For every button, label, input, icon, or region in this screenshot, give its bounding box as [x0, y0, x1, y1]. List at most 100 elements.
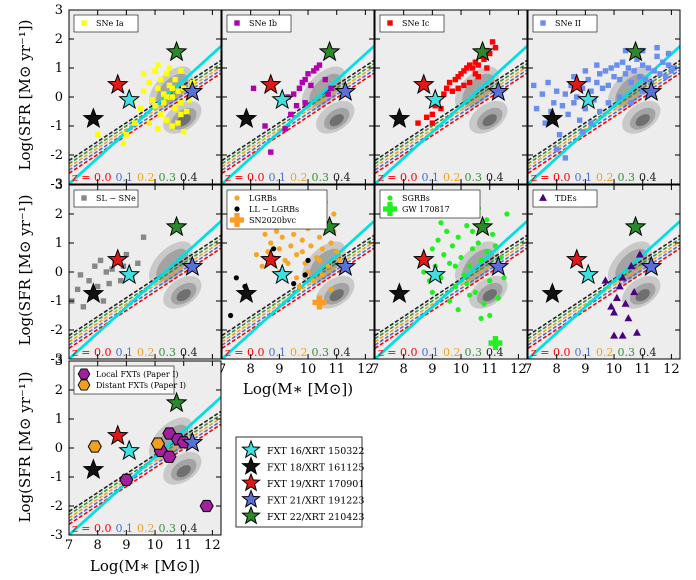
data-point	[562, 91, 568, 97]
series-local-fxts-paper-i-	[119, 427, 214, 513]
data-point	[441, 252, 447, 258]
fxt-star	[487, 255, 510, 277]
data-point	[449, 88, 456, 94]
fxt-star	[118, 88, 141, 110]
data-point	[305, 257, 311, 263]
panel-ia: SNe Ia z = 0.0 0.1 0.2 0.3 0.4 -3 -2 -1 0 1 2 3	[50, 3, 222, 192]
fxt-legend: FXT 16/XRT 150322 FXT 18/XRT 161125 FXT 19…	[235, 436, 364, 528]
data-point	[94, 283, 101, 290]
data-point	[556, 132, 563, 138]
plot-area	[69, 391, 221, 535]
data-point	[162, 450, 177, 463]
legend-box	[226, 14, 292, 33]
x-tick-label: 12	[357, 362, 374, 377]
main-sequence-line-z0.4	[528, 234, 680, 337]
data-point	[302, 76, 308, 83]
redshift-value: 0.0	[94, 522, 112, 535]
main-sequence-line-z0.4	[69, 59, 221, 162]
x-tick-label: 11	[328, 362, 345, 377]
legend-label: LGRBs	[249, 194, 277, 203]
data-point	[472, 289, 478, 295]
data-point	[259, 263, 265, 269]
data-point	[316, 257, 323, 263]
data-point	[444, 228, 450, 234]
data-point	[429, 111, 436, 118]
x-tick-label: 8	[553, 362, 561, 377]
fxt-star	[624, 40, 647, 62]
x-tick-label: 10	[606, 362, 623, 377]
data-point	[120, 140, 127, 147]
data-point	[489, 231, 496, 237]
legend-marker	[387, 195, 393, 201]
redshift-legend: z = 0.0 0.1 0.2 0.3 0.4	[378, 171, 504, 184]
data-point	[484, 249, 490, 255]
data-point	[302, 272, 308, 278]
data-point	[435, 237, 441, 243]
redshift-value: 0.4	[639, 171, 657, 184]
data-point	[617, 76, 623, 83]
data-point	[163, 71, 170, 77]
main-sequence-line-z0.4	[375, 59, 527, 162]
data-point	[469, 228, 476, 234]
data-point	[455, 307, 461, 313]
data-point	[594, 62, 600, 68]
legend-marker	[234, 20, 240, 26]
sfms-line	[375, 220, 527, 359]
data-point	[553, 146, 560, 152]
data-point	[293, 103, 300, 109]
data-point	[576, 117, 583, 123]
data-point	[123, 251, 130, 258]
data-point	[627, 261, 636, 270]
plot-area	[375, 39, 527, 184]
data-point	[594, 79, 600, 86]
fxt-legend-star	[241, 505, 261, 525]
data-point	[559, 103, 566, 109]
data-point	[562, 155, 568, 161]
data-point	[498, 254, 504, 261]
main-sequence-line-z0.1	[222, 244, 374, 346]
x-tick-label: 10	[453, 362, 470, 377]
data-point	[415, 120, 421, 126]
fxt-star	[640, 255, 663, 277]
data-point	[588, 120, 594, 126]
y-tick-label: 3	[55, 178, 63, 193]
y-tick-label: 1	[55, 412, 63, 427]
x-tick-label: 9	[428, 362, 436, 377]
legend-marker	[234, 206, 240, 212]
main-sequence-line-z0.4	[528, 59, 680, 162]
data-point	[178, 111, 184, 118]
fxt-star	[541, 107, 564, 128]
data-point	[596, 108, 603, 115]
fxt-stars	[82, 40, 204, 128]
legend-marker	[539, 193, 547, 201]
y-tick-label: -2	[50, 499, 63, 514]
data-point	[625, 65, 632, 71]
data-point	[302, 100, 308, 106]
panel-legend: TDEs	[532, 189, 598, 208]
redshift-value: 0.1	[575, 346, 593, 359]
panel-legend: Local FXTs (Paper I) Distant FXTs (Paper …	[73, 365, 186, 395]
fxt-star	[165, 40, 188, 62]
data-point	[441, 91, 447, 97]
data-point	[619, 59, 626, 65]
data-point	[172, 76, 178, 83]
data-point	[553, 88, 560, 94]
fxt-star	[165, 215, 188, 237]
fxt-legend-label: FXT 16/XRT 150322	[267, 446, 364, 457]
fxt-star	[106, 73, 129, 95]
redshift-value: 0.3	[159, 346, 177, 359]
fxt-star	[565, 248, 588, 270]
panel-legend: SNe Ic	[379, 14, 445, 33]
sfms-line	[69, 220, 221, 359]
data-point	[288, 243, 294, 249]
redshift-legend: z = 0.0 0.1 0.2 0.3 0.4	[225, 346, 351, 359]
data-point	[637, 74, 643, 80]
y-tick-label: 3	[55, 354, 63, 369]
redshift-value: 0.0	[247, 171, 265, 184]
redshift-value: 0.1	[422, 346, 440, 359]
data-point	[446, 260, 453, 266]
data-point	[308, 243, 314, 249]
redshift-prefix: z =	[72, 346, 94, 359]
legend-box	[532, 189, 598, 208]
